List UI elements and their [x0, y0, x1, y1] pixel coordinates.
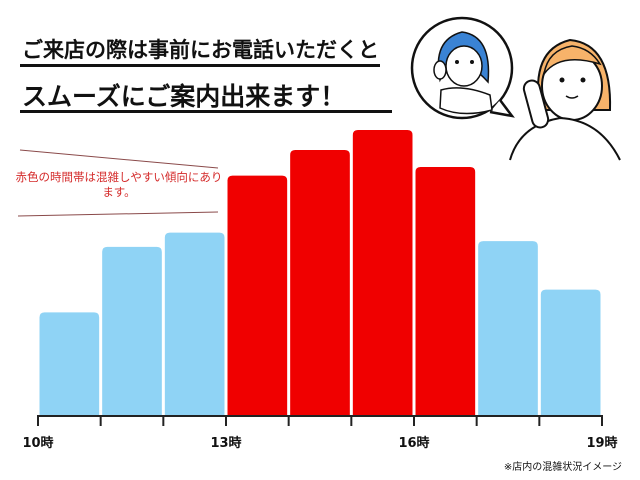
- x-tick-label: 13時: [210, 436, 242, 451]
- x-tick-label: 19時: [586, 436, 618, 451]
- bar-17-18: [478, 241, 538, 415]
- bar-13-14: [227, 175, 288, 415]
- illustration: [410, 16, 621, 161]
- headline-underline: [20, 64, 380, 67]
- x-tick-label: 16時: [398, 436, 430, 451]
- annotation-line: [17, 211, 219, 217]
- woman-on-phone-icon: [509, 38, 621, 161]
- bar-14-15: [290, 149, 350, 415]
- headline-line-2: スムーズにご案内出来ます！: [22, 82, 346, 111]
- busy-annotation: 赤色の時間帯は混雑しやすい傾向にあります。: [15, 170, 223, 199]
- bar-18-19: [540, 289, 601, 415]
- bar-15-16: [352, 130, 413, 415]
- footnote: ※店内の混雑状況イメージ: [503, 462, 622, 473]
- bar-12-13: [164, 232, 225, 415]
- headline-underline: [20, 110, 392, 113]
- bar-16-17: [415, 167, 476, 415]
- annotation-line: [19, 149, 219, 169]
- operator-on-phone-speech-bubble-icon: [410, 16, 515, 120]
- x-tick-label: 10時: [22, 436, 54, 451]
- bar-10-11: [39, 312, 100, 415]
- bar-11-12: [102, 246, 162, 415]
- headline-line-1: ご来店の際は事前にお電話いただくと: [22, 38, 379, 62]
